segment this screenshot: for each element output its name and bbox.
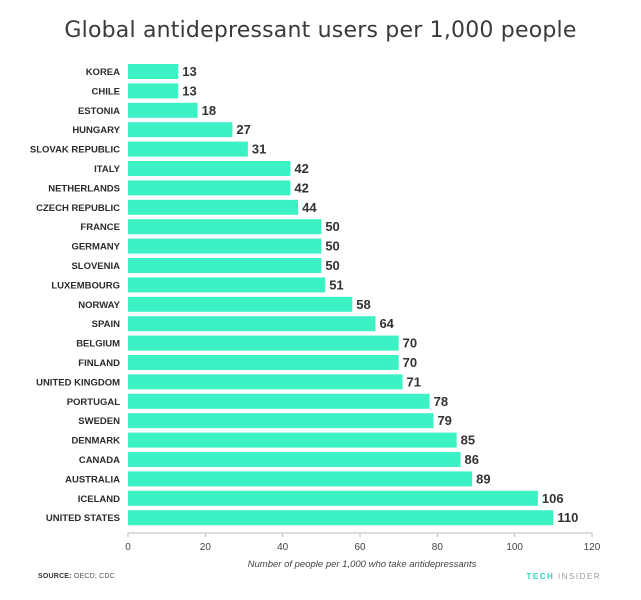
category-label: GERMANY [71,242,120,253]
bar [128,490,538,506]
source-note: SOURCE: OECD; CDC [38,573,115,580]
data-label: 106 [542,491,564,506]
category-label: SLOVAK REPUBLIC [30,145,120,156]
brand-insider: INSIDER [558,572,601,581]
bar [128,122,233,138]
bar [128,510,554,526]
category-label: ICELAND [78,494,120,505]
category-label: NETHERLANDS [48,183,120,194]
data-label: 50 [325,219,339,234]
x-tick-label: 40 [277,542,289,553]
data-label: 50 [325,239,339,254]
category-label: HUNGARY [72,125,120,136]
x-tick-label: 0 [125,542,131,553]
category-label: ITALY [94,164,121,175]
category-label: FRANCE [80,222,120,233]
category-label: CHILE [92,86,121,97]
bar [128,355,399,370]
data-label: 31 [252,142,266,157]
data-label: 27 [236,122,250,137]
brand-tech: TECH [526,572,555,581]
data-label: 78 [434,394,448,409]
bar [128,393,430,409]
data-label: 79 [437,413,451,428]
category-label: PORTUGAL [67,397,121,408]
data-label: 13 [182,83,196,98]
x-axis-label: Number of people per 1,000 who take anti… [248,559,477,570]
bar [128,141,248,157]
source-text: OECD; CDC [73,573,115,580]
data-label: 58 [356,297,370,312]
data-label: 70 [403,336,417,351]
source-label: SOURCE: [38,573,72,580]
bar [128,471,473,487]
bar [128,64,179,79]
bar [128,258,322,273]
x-axis: 0 20 40 60 80 100 120 [125,532,601,553]
bar [128,432,457,448]
chart-title: Global antidepressant users per 1,000 pe… [64,18,577,43]
data-label: 18 [202,103,216,118]
category-label: FINLAND [78,358,120,369]
category-label: CANADA [79,455,120,466]
bar [128,238,322,254]
bars-group: KOREA 13 CHILE 13 ESTONIA 18 HUNGARY 27 SLOVAK R… [30,64,578,526]
category-label: UNITED KINGDOM [36,377,120,388]
data-label: 51 [329,277,343,292]
bar [128,296,353,312]
bar [128,452,461,467]
bar [128,277,326,293]
category-label: AUSTRALIA [65,474,120,485]
bar [128,335,399,351]
category-label: UNITED STATES [46,513,120,524]
category-label: NORWAY [78,300,120,311]
data-label: 89 [476,471,490,486]
data-label: 42 [294,161,308,176]
category-label: KOREA [86,67,120,78]
data-label: 44 [302,200,317,215]
bar [128,83,179,99]
category-label: SLOVENIA [71,261,120,272]
bar [128,161,291,176]
bar [128,374,403,390]
bar [128,219,322,235]
bar [128,413,434,429]
x-tick-label: 20 [200,542,212,553]
data-label: 71 [407,374,421,389]
data-label: 70 [403,355,417,370]
brand-logo: TECH INSIDER [527,572,601,581]
data-label: 64 [379,316,394,331]
bar [128,199,299,215]
bar [128,180,291,196]
data-label: 85 [461,433,475,448]
category-label: BELGIUM [76,339,120,350]
x-tick-label: 100 [506,542,523,553]
x-tick-label: 80 [432,542,444,553]
category-label: LUXEMBOURG [51,280,120,291]
category-label: CZECH REPUBLIC [36,203,120,214]
category-label: SWEDEN [78,416,120,427]
data-label: 42 [294,180,308,195]
bar [128,102,198,118]
bar [128,316,376,332]
data-label: 110 [557,510,578,525]
data-label: 50 [325,258,339,273]
category-label: SPAIN [92,319,120,330]
x-tick-label: 120 [584,542,601,553]
data-label: 86 [465,452,479,467]
x-tick-label: 60 [354,542,366,553]
category-label: DENMARK [71,436,120,447]
data-label: 13 [182,64,196,79]
category-label: ESTONIA [78,106,120,117]
